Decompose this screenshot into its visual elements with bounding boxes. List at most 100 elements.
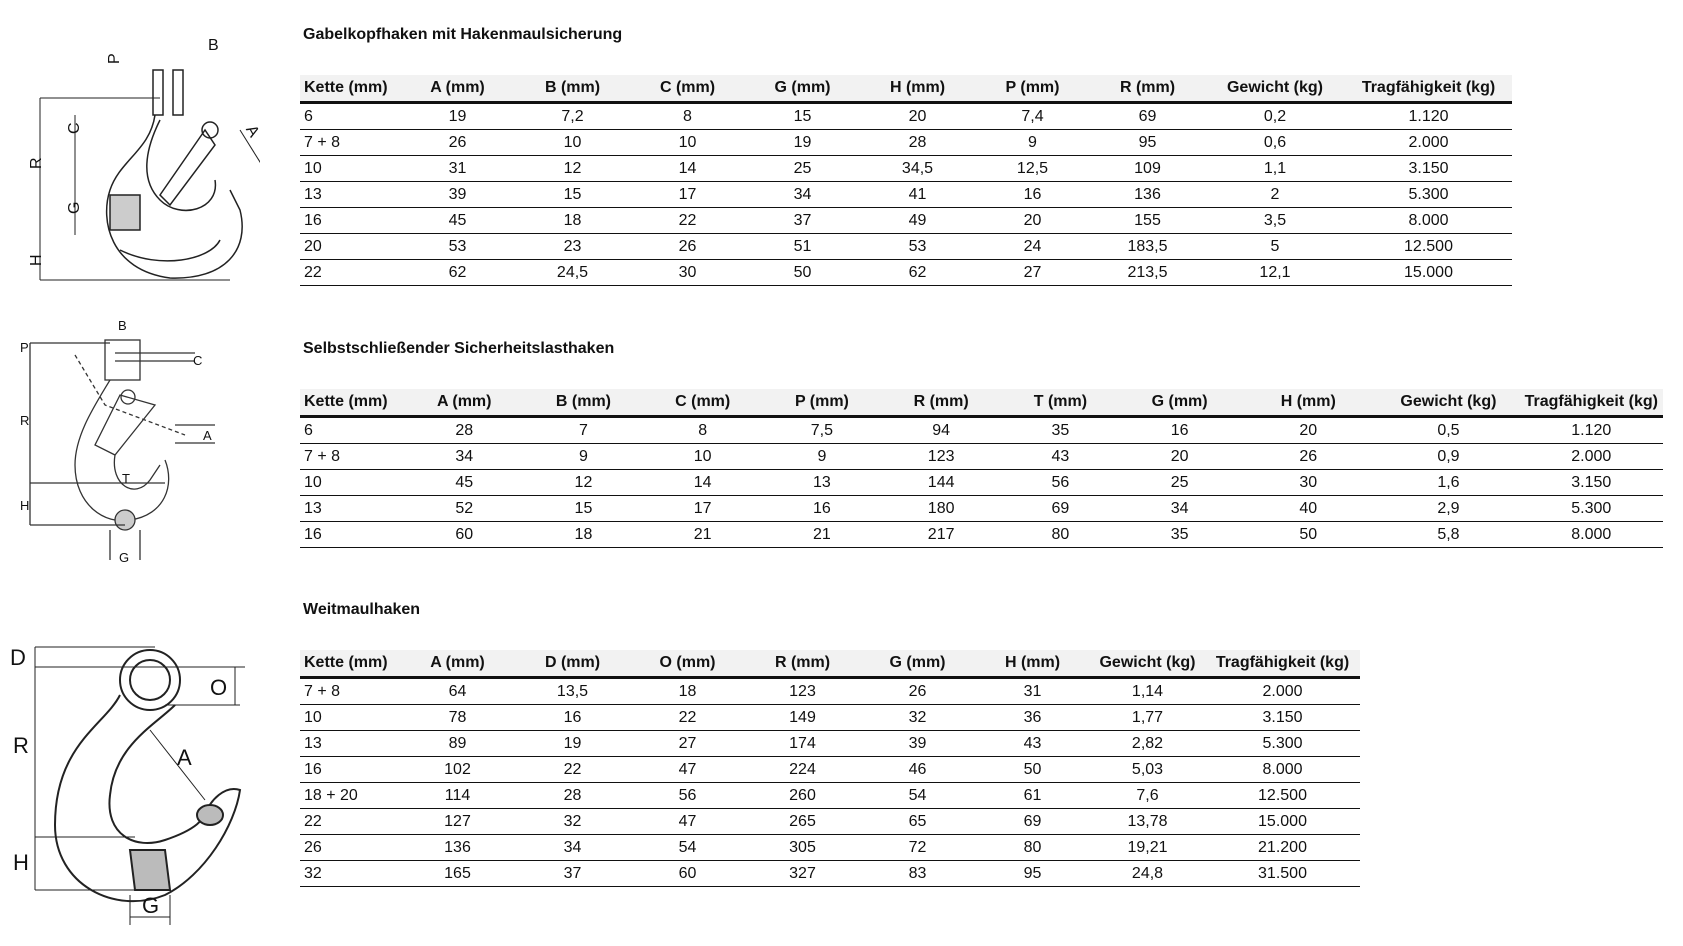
table-cell: 3.150 xyxy=(1519,469,1663,496)
table-cell: 10 xyxy=(643,443,763,470)
table-cell: 19 xyxy=(515,730,630,757)
column-header: A (mm) xyxy=(404,389,524,418)
table-cell: 50 xyxy=(975,756,1090,783)
table-cell: 47 xyxy=(630,808,745,835)
table-cell: 45 xyxy=(400,207,515,234)
table-cell: 10 xyxy=(630,129,745,156)
table-row: 18 + 20 114 28 56 260 54 61 7,6 12.500 xyxy=(300,782,1360,809)
table-cell: 64 xyxy=(400,677,515,705)
table-cell: 23 xyxy=(515,233,630,260)
column-header: A (mm) xyxy=(400,650,515,679)
table-cell: 15 xyxy=(523,495,644,522)
column-header: H (mm) xyxy=(1239,389,1378,418)
table-cell: 16 xyxy=(300,207,400,234)
table-cell: 40 xyxy=(1239,495,1378,522)
table-cell: 18 xyxy=(630,677,745,705)
table-cell: 89 xyxy=(400,730,515,757)
table-cell: 94 xyxy=(881,416,1001,444)
table-cell: 8 xyxy=(630,102,745,130)
table-cell: 28 xyxy=(404,416,524,444)
table-cell: 15.000 xyxy=(1205,808,1360,835)
label-r: R xyxy=(20,413,29,428)
table-cell: 20 xyxy=(975,207,1090,234)
table-cell: 30 xyxy=(1239,469,1378,496)
table-cell: 13 xyxy=(300,495,405,522)
table-cell: 69 xyxy=(1090,102,1205,130)
table-cell: 60 xyxy=(404,521,524,548)
table-cell: 69 xyxy=(1000,495,1120,522)
column-header: Tragfähigkeit (kg) xyxy=(1519,389,1663,418)
label-g: G xyxy=(66,202,83,214)
table-cell: 13 xyxy=(300,181,400,208)
table-cell: 31.500 xyxy=(1205,860,1360,887)
table-cell: 7 xyxy=(523,416,644,444)
table-cell: 25 xyxy=(745,155,860,182)
table-cell: 26 xyxy=(300,834,400,861)
column-header: P (mm) xyxy=(975,75,1090,104)
table-cell: 62 xyxy=(860,259,975,286)
table-cell: 39 xyxy=(400,181,515,208)
table-cell: 12 xyxy=(523,469,644,496)
safety-hook-diagram: B P C R A T H G xyxy=(20,318,215,565)
table-cell: 7,6 xyxy=(1090,782,1205,809)
section-title: Selbstschließender Sicherheitslasthaken xyxy=(303,340,615,357)
table-cell: 6 xyxy=(300,102,400,130)
table-cell: 50 xyxy=(1239,521,1378,548)
table-cell: 20 xyxy=(860,102,975,130)
table-cell: 7 + 8 xyxy=(300,129,400,156)
table-cell: 49 xyxy=(860,207,975,234)
table-cell: 19 xyxy=(400,102,515,130)
table-cell: 18 + 20 xyxy=(300,782,400,809)
table-cell: 5.300 xyxy=(1519,495,1663,522)
table-cell: 8.000 xyxy=(1345,207,1512,234)
table-cell: 7,2 xyxy=(515,102,630,130)
table-cell: 16 xyxy=(300,521,405,548)
table-row: 6 19 7,2 8 15 20 7,4 69 0,2 1.120 xyxy=(300,102,1512,130)
table-cell: 20 xyxy=(1120,443,1240,470)
table-row: 13 89 19 27 174 39 43 2,82 5.300 xyxy=(300,730,1360,757)
table-cell: 28 xyxy=(515,782,630,809)
table-cell: 305 xyxy=(745,834,860,861)
table-cell: 10 xyxy=(515,129,630,156)
table-cell: 136 xyxy=(1090,181,1205,208)
table-cell: 102 xyxy=(400,756,515,783)
table-cell: 0,5 xyxy=(1377,416,1520,444)
table-cell: 8 xyxy=(643,416,763,444)
table-cell: 13,5 xyxy=(515,677,630,705)
table-row: 20 53 23 26 51 53 24 183,5 5 12.500 xyxy=(300,233,1512,260)
table-cell: 16 xyxy=(762,495,882,522)
table-cell: 43 xyxy=(975,730,1090,757)
table-row: 7 + 8 64 13,5 18 123 26 31 1,14 2.000 xyxy=(300,677,1360,705)
table-cell: 149 xyxy=(745,704,860,731)
table-cell: 22 xyxy=(300,259,400,286)
table-cell: 31 xyxy=(400,155,515,182)
label-d: D xyxy=(10,645,26,670)
table-cell: 34,5 xyxy=(860,155,975,182)
column-header: B (mm) xyxy=(523,389,644,418)
table-row: 7 + 8 34 9 10 9 123 43 20 26 0,9 2.000 xyxy=(300,443,1663,470)
column-header: Tragfähigkeit (kg) xyxy=(1205,650,1360,679)
label-c: C xyxy=(193,353,202,368)
column-header: D (mm) xyxy=(515,650,630,679)
table-cell: 136 xyxy=(400,834,515,861)
table-row: 32 165 37 60 327 83 95 24,8 31.500 xyxy=(300,860,1360,887)
table-cell: 22 xyxy=(515,756,630,783)
table-cell: 37 xyxy=(515,860,630,887)
table-cell: 50 xyxy=(745,259,860,286)
column-header: R (mm) xyxy=(745,650,860,679)
table-cell: 1.120 xyxy=(1519,416,1663,444)
table-cell: 12,5 xyxy=(975,155,1090,182)
table-cell: 2.000 xyxy=(1205,677,1360,705)
table-cell: 15.000 xyxy=(1345,259,1512,286)
table-cell: 8.000 xyxy=(1519,521,1663,548)
table-row: 22 62 24,5 30 50 62 27 213,5 12,1 15.000 xyxy=(300,259,1512,286)
table-cell: 6 xyxy=(300,416,405,444)
table-cell: 260 xyxy=(745,782,860,809)
column-header: Kette (mm) xyxy=(300,650,400,679)
column-header: B (mm) xyxy=(515,75,630,104)
header-row: Kette (mm) A (mm) D (mm) O (mm) R (mm) G (mm)… xyxy=(300,650,1360,679)
table-cell: 32 xyxy=(300,860,400,887)
label-c: C xyxy=(66,122,83,134)
column-header: Gewicht (kg) xyxy=(1205,75,1345,104)
column-header: P (mm) xyxy=(762,389,882,418)
